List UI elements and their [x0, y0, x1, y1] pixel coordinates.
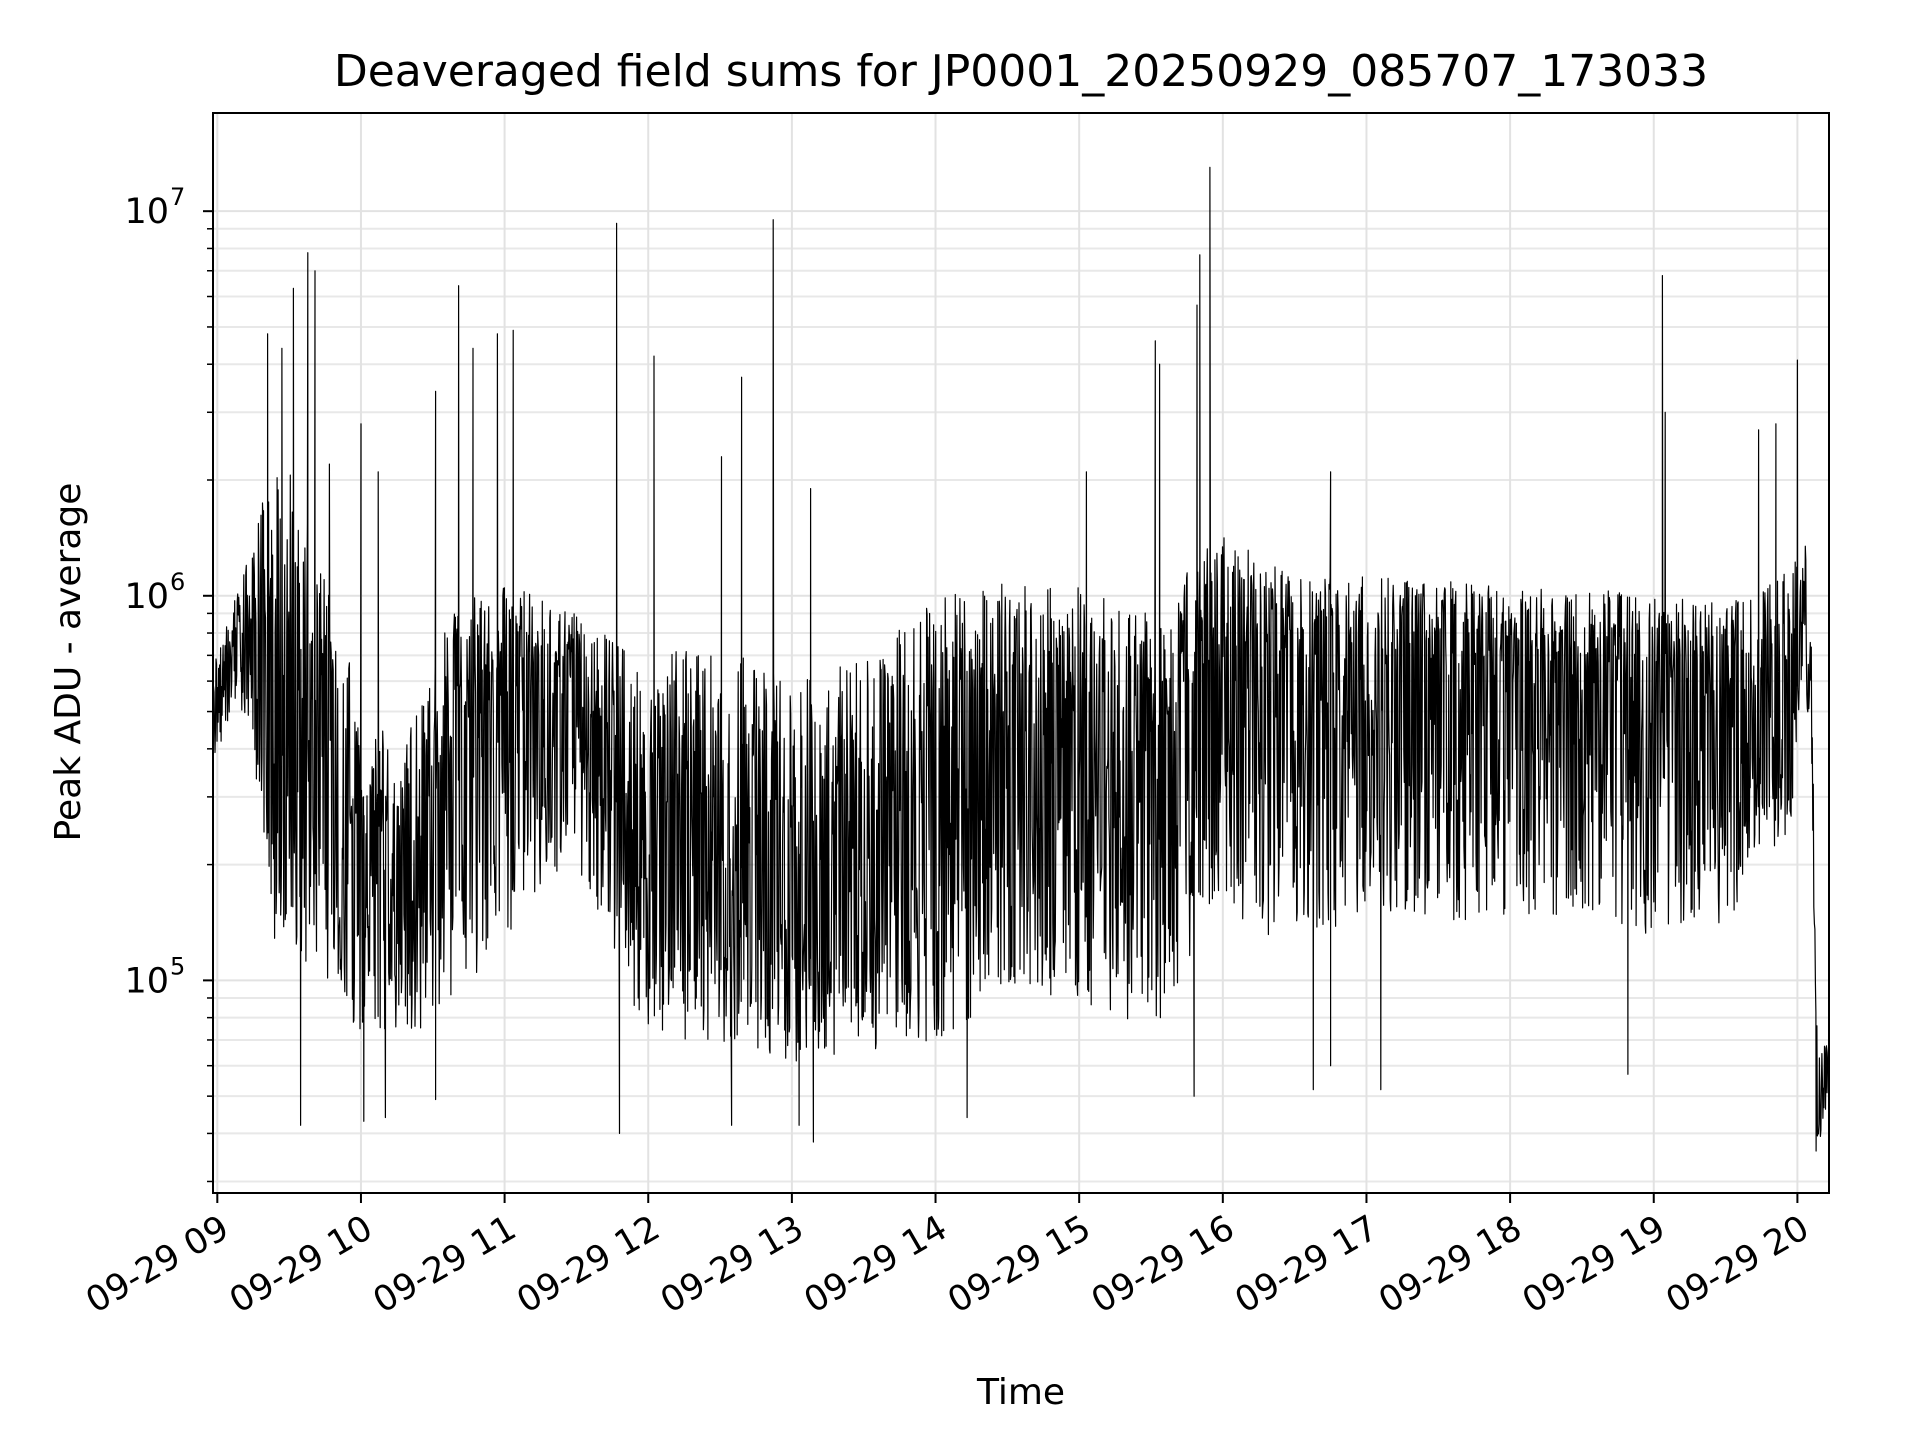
y-tick-exponent: 5 [170, 952, 185, 980]
series-layer [212, 166, 1830, 1152]
y-tick-label: 10 [124, 577, 169, 617]
chart-title: Deaveraged field sums for JP0001_2025092… [334, 46, 1708, 97]
y-tick-exponent: 6 [170, 568, 185, 596]
plot-frame [212, 112, 1830, 1194]
series-line [212, 166, 1830, 1152]
y-tick-label: 10 [124, 961, 169, 1001]
y-tick-label: 10 [124, 192, 169, 232]
y-axis-label: Peak ADU - average [48, 483, 89, 842]
x-axis-label: Time [976, 1372, 1065, 1413]
y-tick-exponent: 7 [170, 183, 185, 211]
